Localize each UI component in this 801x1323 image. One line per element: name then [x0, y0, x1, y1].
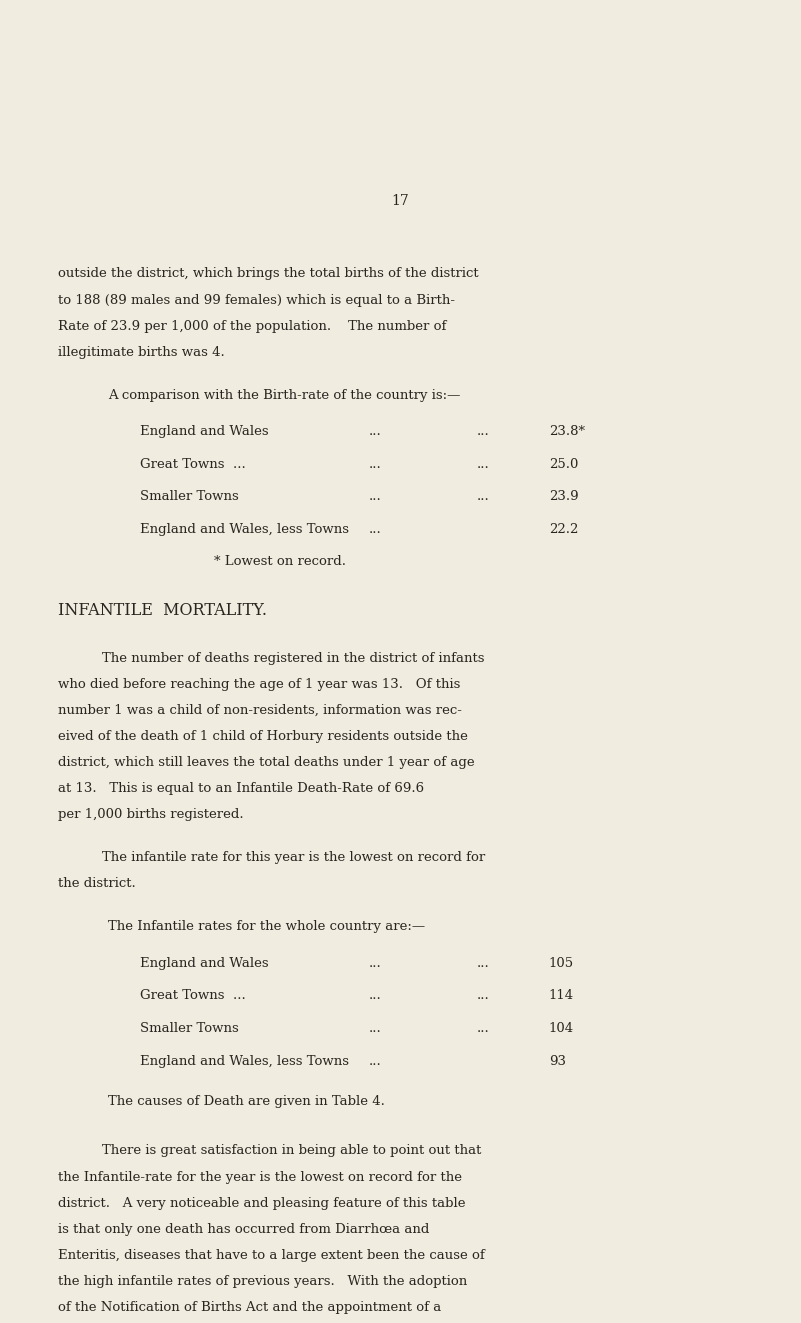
Text: number 1 was a child of non-residents, information was rec-: number 1 was a child of non-residents, i… [58, 704, 461, 717]
Text: illegitimate births was 4.: illegitimate births was 4. [58, 345, 224, 359]
Text: ...: ... [368, 491, 381, 503]
Text: the district.: the district. [58, 877, 135, 890]
Text: England and Wales, less Towns: England and Wales, less Towns [140, 1054, 349, 1068]
Text: Great Towns  ...: Great Towns ... [140, 990, 246, 1003]
Text: The number of deaths registered in the district of infants: The number of deaths registered in the d… [102, 652, 485, 665]
Text: England and Wales, less Towns: England and Wales, less Towns [140, 523, 349, 536]
Text: Smaller Towns: Smaller Towns [140, 491, 239, 503]
Text: the Infantile-rate for the year is the lowest on record for the: the Infantile-rate for the year is the l… [58, 1171, 461, 1184]
Text: ...: ... [368, 957, 381, 970]
Text: of the Notification of Births Act and the appointment of a: of the Notification of Births Act and th… [58, 1301, 441, 1314]
Text: ...: ... [368, 458, 381, 471]
Text: 23.8*: 23.8* [549, 425, 585, 438]
Text: England and Wales: England and Wales [140, 957, 269, 970]
Text: district.   A very noticeable and pleasing feature of this table: district. A very noticeable and pleasing… [58, 1196, 465, 1209]
Text: A comparison with the Birth-rate of the country is:—: A comparison with the Birth-rate of the … [108, 389, 461, 402]
Text: England and Wales: England and Wales [140, 425, 269, 438]
Text: ...: ... [368, 990, 381, 1003]
Text: Enteritis, diseases that have to a large extent been the cause of: Enteritis, diseases that have to a large… [58, 1249, 485, 1262]
Text: ...: ... [477, 990, 489, 1003]
Text: to 188 (89 males and 99 females) which is equal to a Birth-: to 188 (89 males and 99 females) which i… [58, 294, 455, 307]
Text: is that only one death has occurred from Diarrhœa and: is that only one death has occurred from… [58, 1222, 429, 1236]
Text: Smaller Towns: Smaller Towns [140, 1021, 239, 1035]
Text: ...: ... [477, 491, 489, 503]
Text: ...: ... [368, 1054, 381, 1068]
Text: 25.0: 25.0 [549, 458, 578, 471]
Text: 114: 114 [549, 990, 574, 1003]
Text: per 1,000 births registered.: per 1,000 births registered. [58, 808, 244, 822]
Text: 17: 17 [392, 194, 409, 209]
Text: The infantile rate for this year is the lowest on record for: The infantile rate for this year is the … [102, 851, 485, 864]
Text: There is great satisfaction in being able to point out that: There is great satisfaction in being abl… [102, 1144, 481, 1158]
Text: 22.2: 22.2 [549, 523, 578, 536]
Text: ...: ... [477, 1021, 489, 1035]
Text: ...: ... [368, 425, 381, 438]
Text: 93: 93 [549, 1054, 566, 1068]
Text: ...: ... [477, 458, 489, 471]
Text: eived of the death of 1 child of Horbury residents outside the: eived of the death of 1 child of Horbury… [58, 730, 468, 744]
Text: who died before reaching the age of 1 year was 13.   Of this: who died before reaching the age of 1 ye… [58, 677, 460, 691]
Text: ...: ... [368, 523, 381, 536]
Text: 23.9: 23.9 [549, 491, 578, 503]
Text: Rate of 23.9 per 1,000 of the population.    The number of: Rate of 23.9 per 1,000 of the population… [58, 320, 446, 332]
Text: 104: 104 [549, 1021, 574, 1035]
Text: * Lowest on record.: * Lowest on record. [215, 556, 346, 569]
Text: outside the district, which brings the total births of the district: outside the district, which brings the t… [58, 267, 478, 280]
Text: Great Towns  ...: Great Towns ... [140, 458, 246, 471]
Text: the high infantile rates of previous years.   With the adoption: the high infantile rates of previous yea… [58, 1275, 467, 1287]
Text: ...: ... [368, 1021, 381, 1035]
Text: at 13.   This is equal to an Infantile Death-Rate of 69.6: at 13. This is equal to an Infantile Dea… [58, 782, 424, 795]
Text: INFANTILE  MORTALITY.: INFANTILE MORTALITY. [58, 602, 267, 619]
Text: The causes of Death are given in Table 4.: The causes of Death are given in Table 4… [108, 1095, 385, 1107]
Text: The Infantile rates for the whole country are:—: The Infantile rates for the whole countr… [108, 921, 425, 933]
Text: ...: ... [477, 957, 489, 970]
Text: ...: ... [477, 425, 489, 438]
Text: 105: 105 [549, 957, 574, 970]
Text: district, which still leaves the total deaths under 1 year of age: district, which still leaves the total d… [58, 757, 474, 769]
